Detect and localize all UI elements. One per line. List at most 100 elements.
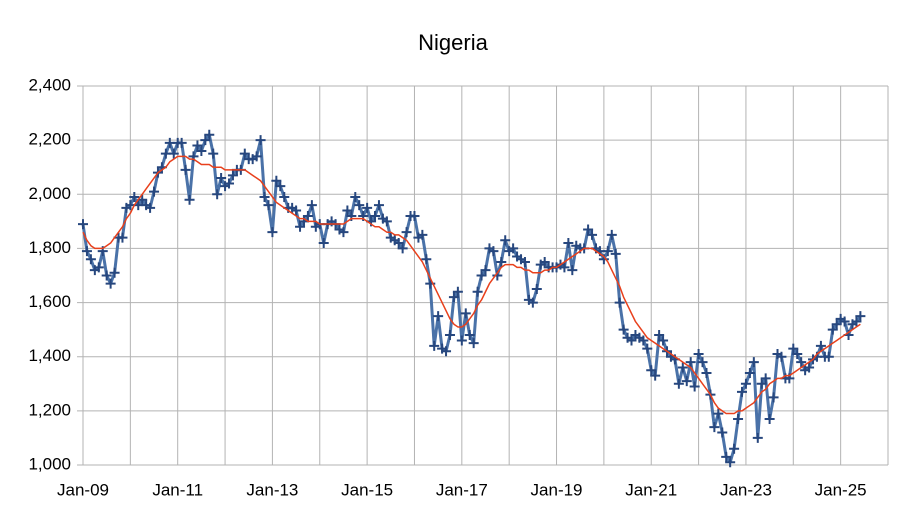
point-marker — [448, 292, 459, 303]
point-marker — [444, 330, 455, 341]
point-marker — [176, 137, 187, 148]
point-marker — [216, 173, 227, 184]
point-marker — [752, 432, 763, 443]
point-marker — [567, 265, 578, 276]
point-marker — [279, 191, 290, 202]
series-line — [81, 133, 862, 464]
point-marker — [271, 175, 282, 186]
point-marker — [618, 324, 629, 335]
point-marker — [519, 256, 530, 267]
point-marker — [725, 457, 736, 468]
point-marker — [654, 330, 665, 341]
y-tick-label: 1,000 — [28, 454, 71, 473]
y-tick-label: 1,800 — [28, 238, 71, 257]
point-marker — [638, 335, 649, 346]
point-marker — [776, 351, 787, 362]
point-marker — [318, 238, 329, 249]
point-marker — [224, 178, 235, 189]
point-marker — [539, 256, 550, 267]
point-marker — [263, 200, 274, 211]
point-marker — [149, 186, 160, 197]
point-marker — [851, 316, 862, 327]
point-marker — [302, 210, 313, 221]
point-marker — [768, 392, 779, 403]
point-marker — [673, 378, 684, 389]
x-tick-label: Jan-09 — [57, 480, 109, 499]
point-marker — [713, 408, 724, 419]
point-marker — [306, 200, 317, 211]
y-tick-label: 1,200 — [28, 400, 71, 419]
point-marker — [255, 135, 266, 146]
point-marker — [78, 219, 88, 230]
point-marker — [354, 200, 365, 211]
y-tick-label: 1,600 — [28, 292, 71, 311]
point-marker — [729, 443, 740, 454]
point-marker — [350, 191, 361, 202]
point-marker — [827, 324, 838, 335]
point-marker — [677, 362, 688, 373]
point-marker — [587, 229, 598, 240]
point-marker — [204, 129, 215, 140]
point-marker — [192, 140, 203, 151]
point-marker — [733, 413, 744, 424]
point-marker — [370, 210, 381, 221]
point-marker — [823, 351, 834, 362]
x-tick-label: Jan-13 — [246, 480, 298, 499]
x-tick-label: Jan-21 — [625, 480, 677, 499]
point-marker — [85, 254, 96, 265]
point-marker — [421, 254, 432, 265]
point-marker — [93, 262, 104, 273]
chart-title: Nigeria — [418, 30, 488, 55]
point-marker — [685, 357, 696, 368]
point-marker — [251, 151, 262, 162]
y-tick-label: 2,000 — [28, 184, 71, 203]
point-marker — [227, 170, 238, 181]
point-marker — [756, 378, 767, 389]
point-marker — [200, 135, 211, 146]
point-marker — [610, 248, 621, 259]
point-marker — [373, 200, 384, 211]
point-marker — [614, 297, 625, 308]
point-marker — [796, 357, 807, 368]
point-marker — [602, 246, 613, 257]
point-marker — [764, 413, 775, 424]
y-tick-label: 1,400 — [28, 346, 71, 365]
point-marker — [441, 346, 452, 357]
point-marker — [650, 370, 661, 381]
point-marker — [129, 191, 140, 202]
x-tick-label: Jan-11 — [152, 480, 203, 499]
point-marker — [476, 270, 487, 281]
point-marker — [460, 308, 471, 319]
point-marker — [721, 451, 732, 462]
point-marker — [417, 229, 428, 240]
x-tick-label: Jan-15 — [341, 480, 393, 499]
point-marker — [658, 335, 669, 346]
point-marker — [109, 267, 120, 278]
point-marker — [559, 262, 570, 273]
point-marker — [393, 238, 404, 249]
point-marker — [259, 191, 270, 202]
point-marker — [208, 148, 219, 159]
point-marker — [606, 229, 617, 240]
point-marker — [508, 243, 519, 254]
point-marker — [275, 181, 286, 192]
point-marker — [433, 311, 444, 322]
point-marker — [295, 221, 306, 232]
point-marker — [267, 227, 278, 238]
point-marker — [717, 427, 728, 438]
point-marker — [626, 335, 637, 346]
point-marker — [117, 232, 128, 243]
point-marker — [429, 340, 440, 351]
point-marker — [788, 343, 799, 354]
point-marker — [583, 224, 594, 235]
point-marker — [736, 386, 747, 397]
point-marker — [839, 316, 850, 327]
point-marker — [397, 243, 408, 254]
point-marker — [480, 265, 491, 276]
point-marker — [681, 376, 692, 387]
point-marker — [362, 202, 373, 213]
point-marker — [527, 297, 538, 308]
point-marker — [531, 284, 542, 295]
y-tick-label: 2,400 — [28, 75, 71, 94]
